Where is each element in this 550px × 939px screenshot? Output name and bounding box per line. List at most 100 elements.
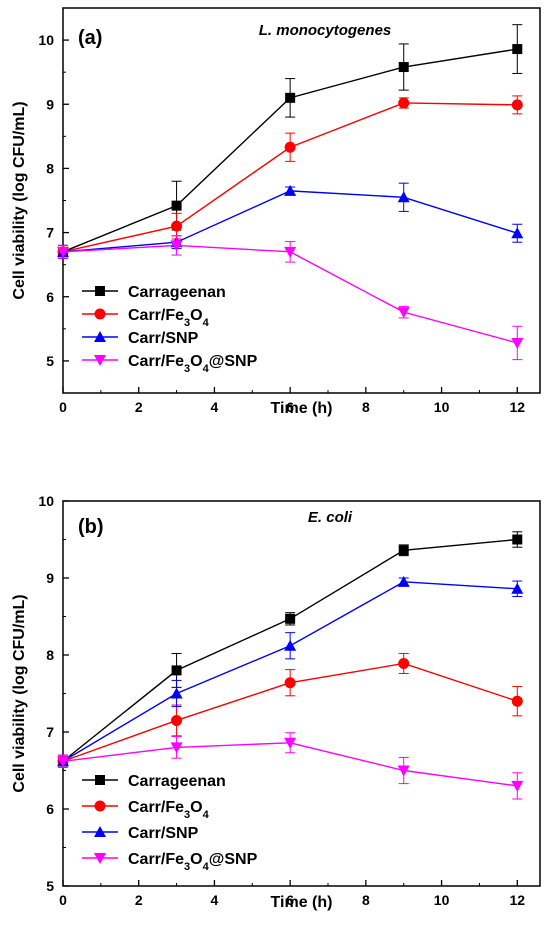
legend-label: Carr/Fe3O4 — [128, 799, 210, 821]
legend-marker — [95, 286, 105, 296]
data-point — [284, 246, 297, 258]
data-point — [511, 99, 523, 111]
y-tick-label: 10 — [38, 493, 54, 509]
data-point — [511, 337, 524, 349]
legend-item: Carr/SNP — [82, 825, 199, 842]
y-tick-label: 6 — [46, 801, 54, 817]
y-axis-title: Cell viability (log CFU/mL) — [11, 101, 28, 299]
legend-marker — [94, 853, 106, 864]
x-tick-label: 10 — [434, 892, 450, 908]
legend-marker — [94, 308, 106, 320]
legend-marker — [95, 775, 105, 785]
data-point — [171, 665, 182, 676]
x-tick-label: 12 — [509, 892, 525, 908]
data-point — [171, 200, 182, 211]
data-point — [284, 141, 296, 153]
data-point — [512, 44, 523, 55]
organism-label: L. monocytogenes — [259, 22, 392, 39]
y-tick-label: 5 — [46, 353, 54, 369]
x-tick-label: 2 — [135, 892, 143, 908]
legend-label: Carrageenan — [128, 284, 226, 301]
x-tick-label: 8 — [362, 892, 370, 908]
x-tick-label: 12 — [509, 399, 525, 415]
legend: Carrageenan Carr/Fe3O4 Carr/SNP Carr/Fe3O4@… — [82, 773, 258, 873]
legend-label: Carr/Fe3O4 — [128, 307, 210, 329]
y-tick-label: 8 — [46, 647, 54, 663]
data-point — [397, 307, 410, 319]
data-point — [57, 756, 69, 768]
data-point — [284, 677, 296, 689]
legend-item: Carr/Fe3O4@SNP — [82, 353, 258, 375]
series-4 — [57, 235, 524, 361]
data-point — [170, 240, 183, 252]
legend-label: Carr/Fe3O4@SNP — [128, 851, 258, 873]
x-tick-label: 6 — [286, 399, 294, 415]
data-point — [284, 737, 297, 749]
x-axis-title: Time (h) — [271, 894, 333, 911]
series-2 — [57, 95, 523, 259]
legend-item: Carrageenan — [82, 773, 226, 790]
data-point — [284, 639, 297, 651]
panel-label: (a) — [78, 27, 102, 49]
x-tick-label: 6 — [286, 892, 294, 908]
legend-item: Carr/Fe3O4@SNP — [82, 851, 258, 873]
data-point — [284, 184, 297, 196]
x-tick-label: 2 — [135, 399, 143, 415]
data-point — [398, 97, 410, 109]
x-tick-label: 10 — [434, 399, 450, 415]
data-point — [170, 742, 183, 754]
y-tick-label: 9 — [46, 570, 54, 586]
legend-label: Carr/SNP — [128, 825, 199, 842]
legend-label: Carr/Fe3O4@SNP — [128, 353, 258, 375]
x-axis-title: Time (h) — [271, 400, 333, 417]
series-2 — [57, 652, 523, 768]
x-tick-label: 0 — [59, 892, 67, 908]
x-tick-label: 8 — [362, 399, 370, 415]
data-point — [511, 227, 524, 239]
x-tick-label: 0 — [59, 399, 67, 415]
data-point — [57, 246, 69, 258]
y-tick-label: 7 — [46, 225, 54, 241]
x-tick-label: 4 — [211, 892, 219, 908]
data-point — [511, 582, 524, 594]
legend-marker — [94, 826, 106, 837]
y-tick-label: 5 — [46, 878, 54, 894]
data-point — [285, 613, 296, 624]
data-point — [397, 191, 410, 203]
organism-label: E. coli — [308, 509, 353, 526]
x-tick-label: 4 — [211, 399, 219, 415]
legend-item: Carrageenan — [82, 284, 226, 301]
y-tick-label: 8 — [46, 160, 54, 176]
legend-marker — [94, 800, 106, 812]
data-point — [398, 657, 410, 669]
y-tick-label: 9 — [46, 96, 54, 112]
data-point — [170, 687, 183, 699]
chart-panel-1: 0 2 4 6 8 10 12 5 6 7 8 9 10 Time (h) Cell viability (… — [11, 7, 541, 417]
legend-item: Carr/SNP — [82, 330, 199, 347]
y-tick-label: 6 — [46, 289, 54, 305]
data-point — [171, 714, 183, 726]
data-point — [511, 780, 524, 792]
series-line — [62, 102, 518, 253]
data-point — [511, 695, 523, 707]
data-point — [397, 765, 410, 777]
y-tick-label: 10 — [38, 32, 54, 48]
y-tick-label: 7 — [46, 724, 54, 740]
data-point — [171, 220, 183, 232]
legend-item: Carr/Fe3O4 — [82, 307, 210, 329]
data-point — [397, 575, 410, 587]
panel-label: (b) — [78, 516, 104, 538]
data-point — [398, 545, 409, 556]
data-point — [285, 92, 296, 103]
legend-marker — [94, 355, 106, 366]
legend-item: Carr/Fe3O4 — [82, 799, 210, 821]
y-axis-title: Cell viability (log CFU/mL) — [11, 594, 28, 792]
chart-panel-2: 0 2 4 6 8 10 12 5 6 7 8 9 10 Time (h) Cell viability (… — [11, 493, 541, 911]
data-point — [512, 534, 523, 545]
legend-label: Carr/SNP — [128, 330, 199, 347]
data-point — [398, 62, 409, 73]
legend-label: Carrageenan — [128, 773, 226, 790]
legend-marker — [94, 331, 106, 342]
